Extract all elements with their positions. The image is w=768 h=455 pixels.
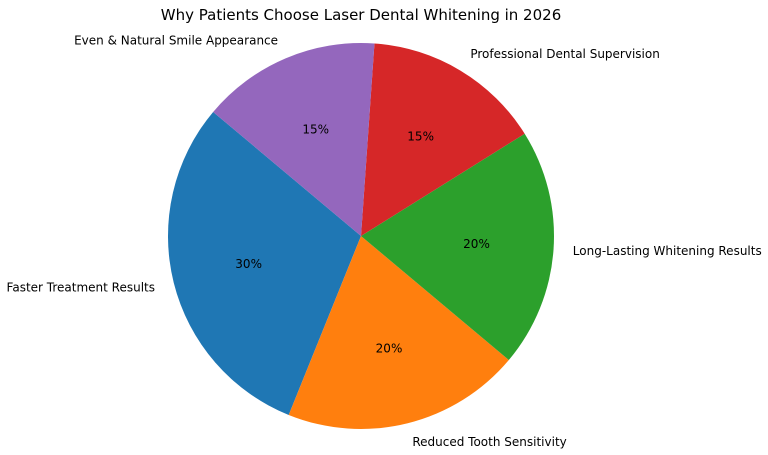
slice-label: Professional Dental Supervision bbox=[470, 47, 660, 61]
slice-percent-label: 20% bbox=[376, 341, 403, 355]
percent-labels: 30% 20% 20% 15% 15% bbox=[235, 122, 490, 355]
slice-percent-label: 15% bbox=[302, 122, 329, 136]
slice-percent-label: 30% bbox=[235, 257, 262, 271]
pie-slice bbox=[288, 236, 509, 429]
slice-label: Reduced Tooth Sensitivity bbox=[412, 435, 566, 449]
slice-label: Faster Treatment Results bbox=[7, 280, 155, 294]
pie-slices bbox=[168, 42, 554, 429]
pie-slice bbox=[361, 43, 525, 236]
pie-slice bbox=[213, 42, 375, 236]
pie-slice bbox=[361, 133, 554, 361]
pie-slice bbox=[168, 111, 361, 415]
slice-label: Long-Lasting Whitening Results bbox=[573, 244, 762, 258]
slice-labels: Faster Treatment Results Reduced Tooth Se… bbox=[7, 34, 762, 449]
slice-label: Even & Natural Smile Appearance bbox=[74, 34, 278, 48]
slice-percent-label: 15% bbox=[407, 130, 434, 144]
slice-percent-label: 20% bbox=[463, 237, 490, 251]
chart-title: Why Patients Choose Laser Dental Whiteni… bbox=[161, 6, 561, 24]
